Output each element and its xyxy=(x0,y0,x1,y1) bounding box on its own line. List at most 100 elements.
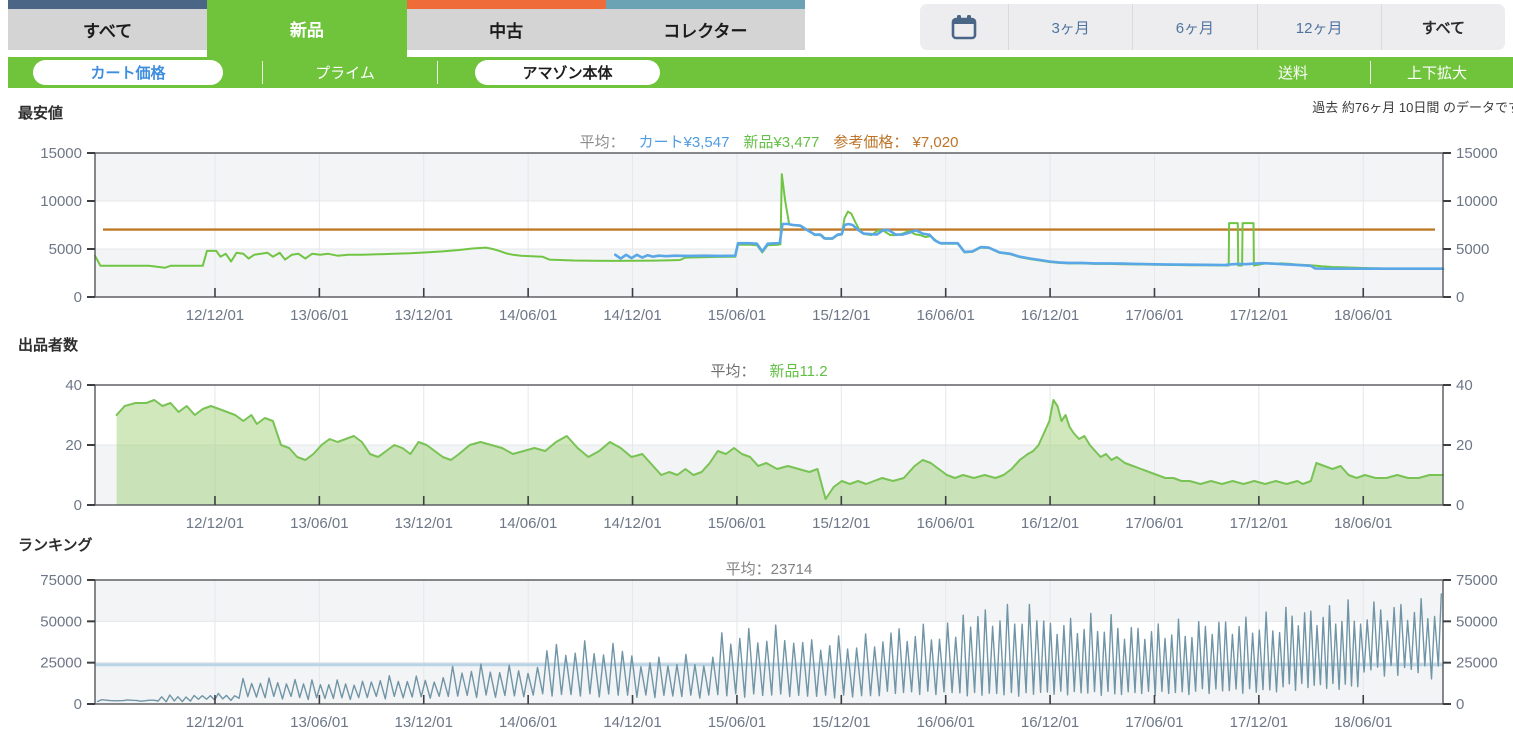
period-option-all[interactable]: すべて xyxy=(1380,4,1505,50)
chart-legend-ranking: 平均：23714 xyxy=(95,558,1443,579)
svg-text:15000: 15000 xyxy=(40,145,82,162)
svg-text:0: 0 xyxy=(1456,289,1464,306)
period-selector: 3ヶ月 6ヶ月 12ヶ月 すべて xyxy=(920,4,1505,50)
svg-text:16/12/01: 16/12/01 xyxy=(1021,515,1079,532)
legend-item: 新品11.2 xyxy=(769,363,828,380)
chart-legend-seller-count: 平均： 新品11.2 xyxy=(95,360,1443,381)
svg-text:15/06/01: 15/06/01 xyxy=(708,714,766,731)
svg-text:17/12/01: 17/12/01 xyxy=(1230,515,1288,532)
svg-text:12/12/01: 12/12/01 xyxy=(186,515,244,532)
legend-item: 参考価格： ¥7,020 xyxy=(833,134,959,151)
svg-text:13/12/01: 13/12/01 xyxy=(395,714,453,731)
legend-item: 平均： xyxy=(710,363,756,380)
svg-text:50000: 50000 xyxy=(40,613,82,630)
svg-text:13/06/01: 13/06/01 xyxy=(290,515,348,532)
toolbar-zoom-toggle-button[interactable]: 上下拡大 xyxy=(1406,65,1467,82)
tab-color-strip xyxy=(8,0,208,9)
svg-text:17/06/01: 17/06/01 xyxy=(1125,515,1183,532)
tab-color-strip xyxy=(605,0,805,9)
chart-legend-lowest-price: 平均： カート¥3,547 新品¥3,477 参考価格： ¥7,020 xyxy=(95,131,1443,152)
svg-text:14/12/01: 14/12/01 xyxy=(603,307,661,324)
svg-text:14/12/01: 14/12/01 xyxy=(603,714,661,731)
svg-text:13/06/01: 13/06/01 xyxy=(290,714,348,731)
toolbar-separator xyxy=(262,61,263,84)
svg-text:0: 0 xyxy=(74,696,82,713)
legend-item: 平均： xyxy=(579,134,625,151)
svg-text:15/06/01: 15/06/01 xyxy=(708,515,766,532)
svg-text:0: 0 xyxy=(74,289,82,306)
svg-text:25000: 25000 xyxy=(40,655,82,672)
svg-text:14/06/01: 14/06/01 xyxy=(499,307,557,324)
svg-text:15/12/01: 15/12/01 xyxy=(812,515,870,532)
svg-text:18/06/01: 18/06/01 xyxy=(1334,515,1392,532)
svg-text:16/06/01: 16/06/01 xyxy=(917,307,975,324)
svg-text:20: 20 xyxy=(1456,437,1473,454)
toolbar-shipping-button[interactable]: 送料 xyxy=(1277,65,1308,82)
tab-label: 中古 xyxy=(489,22,524,41)
svg-text:20: 20 xyxy=(65,437,82,454)
svg-text:75000: 75000 xyxy=(1456,572,1498,589)
period-option-6m[interactable]: 6ヶ月 xyxy=(1132,4,1256,50)
chart-title-ranking: ランキング xyxy=(18,537,93,554)
svg-text:5000: 5000 xyxy=(1456,241,1489,258)
svg-text:17/06/01: 17/06/01 xyxy=(1125,714,1183,731)
svg-text:0: 0 xyxy=(1456,497,1464,514)
legend-item: カート¥3,547 xyxy=(638,134,730,151)
tab-collector[interactable]: コレクター xyxy=(605,0,805,57)
svg-text:40: 40 xyxy=(1456,377,1473,394)
chart-title-seller-count: 出品者数 xyxy=(18,337,79,354)
tab-new[interactable]: 新品 xyxy=(207,0,407,57)
toolbar-cart-price-pill[interactable]: カート価格 xyxy=(33,60,223,85)
svg-text:16/06/01: 16/06/01 xyxy=(917,515,975,532)
calendar-icon xyxy=(920,4,1008,50)
svg-text:10000: 10000 xyxy=(40,193,82,210)
condition-tabs: すべて 新品 中古 コレクター xyxy=(8,0,805,57)
svg-text:14/12/01: 14/12/01 xyxy=(603,515,661,532)
tab-used[interactable]: 中古 xyxy=(406,0,606,57)
svg-text:17/12/01: 17/12/01 xyxy=(1230,714,1288,731)
chart-title-lowest-price: 最安値 xyxy=(18,105,64,122)
period-option-3m[interactable]: 3ヶ月 xyxy=(1008,4,1132,50)
tab-color-strip xyxy=(406,0,606,9)
svg-text:14/06/01: 14/06/01 xyxy=(499,515,557,532)
price-type-toolbar: カート価格 プライム アマゾン本体 送料 上下拡大 xyxy=(8,57,1513,88)
svg-text:16/12/01: 16/12/01 xyxy=(1021,714,1079,731)
toolbar-separator xyxy=(437,61,438,84)
legend-item: 平均：23714 xyxy=(725,561,813,578)
tab-label: コレクター xyxy=(663,22,748,41)
svg-text:25000: 25000 xyxy=(1456,655,1498,672)
svg-text:12/12/01: 12/12/01 xyxy=(186,714,244,731)
svg-text:0: 0 xyxy=(1456,696,1464,713)
tab-all[interactable]: すべて xyxy=(8,0,208,57)
svg-text:5000: 5000 xyxy=(49,241,82,258)
toolbar-separator xyxy=(1370,61,1371,84)
toolbar-amazon-pill[interactable]: アマゾン本体 xyxy=(475,60,660,85)
svg-text:12/12/01: 12/12/01 xyxy=(186,307,244,324)
toolbar-prime-button[interactable]: プライム xyxy=(315,65,375,82)
legend-item: 新品¥3,477 xyxy=(743,134,820,151)
svg-text:13/06/01: 13/06/01 xyxy=(290,307,348,324)
svg-text:15/06/01: 15/06/01 xyxy=(708,307,766,324)
svg-text:40: 40 xyxy=(65,377,82,394)
svg-text:16/06/01: 16/06/01 xyxy=(917,714,975,731)
svg-text:0: 0 xyxy=(74,497,82,514)
svg-text:18/06/01: 18/06/01 xyxy=(1334,307,1392,324)
tab-label: 新品 xyxy=(289,21,324,40)
svg-text:17/12/01: 17/12/01 xyxy=(1230,307,1288,324)
svg-text:17/06/01: 17/06/01 xyxy=(1125,307,1183,324)
svg-text:13/12/01: 13/12/01 xyxy=(395,307,453,324)
tab-label: すべて xyxy=(83,22,133,41)
svg-text:75000: 75000 xyxy=(40,572,82,589)
svg-text:15/12/01: 15/12/01 xyxy=(812,714,870,731)
svg-text:13/12/01: 13/12/01 xyxy=(395,515,453,532)
svg-text:16/12/01: 16/12/01 xyxy=(1021,307,1079,324)
svg-text:15/12/01: 15/12/01 xyxy=(812,307,870,324)
svg-text:10000: 10000 xyxy=(1456,193,1498,210)
svg-text:14/06/01: 14/06/01 xyxy=(499,714,557,731)
svg-text:50000: 50000 xyxy=(1456,613,1498,630)
svg-text:18/06/01: 18/06/01 xyxy=(1334,714,1392,731)
period-option-12m[interactable]: 12ヶ月 xyxy=(1256,4,1381,50)
svg-text:15000: 15000 xyxy=(1456,145,1498,162)
